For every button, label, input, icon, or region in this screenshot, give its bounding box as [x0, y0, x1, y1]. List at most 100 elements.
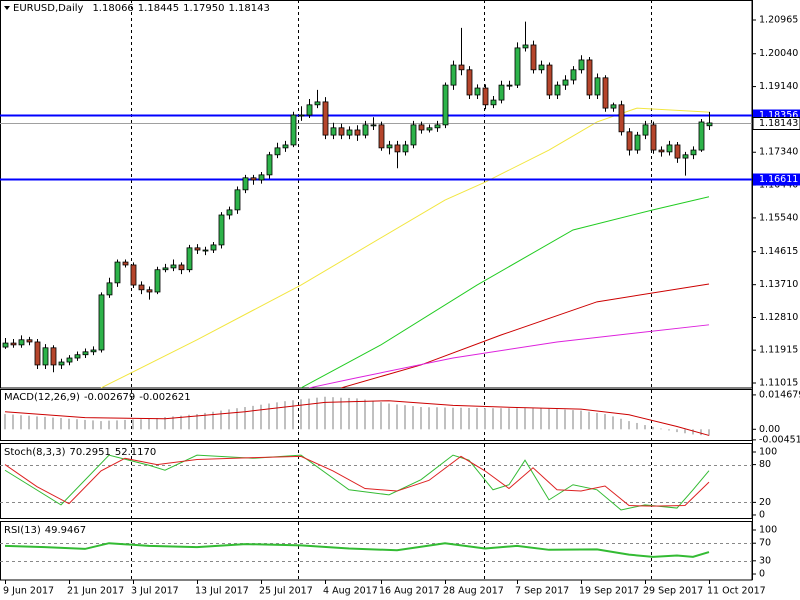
- candle-body: [418, 124, 425, 131]
- candle-body: [330, 127, 337, 136]
- candle-body: [242, 177, 249, 191]
- macd-bar: [60, 418, 62, 430]
- macd-bar: [644, 425, 646, 430]
- candle-body: [426, 127, 433, 131]
- candle-body: [650, 124, 657, 151]
- macd-bar: [700, 429, 702, 436]
- candle-body: [690, 149, 697, 156]
- macd-bar: [676, 429, 678, 433]
- macd-bar: [548, 408, 550, 430]
- macd-bar: [204, 412, 206, 430]
- indicator-value: -0.002621: [139, 392, 190, 403]
- indicator-value: 1.18066: [92, 3, 133, 14]
- x-tick-label: 3 Jul 2017: [131, 586, 179, 597]
- macd-bar: [116, 420, 118, 430]
- candle-body: [442, 84, 449, 126]
- indicator-value: 1.18445: [138, 3, 179, 14]
- candle-body: [138, 284, 145, 291]
- candle-body: [226, 209, 233, 216]
- indicator-line: [4, 454, 710, 511]
- x-tick-label: 7 Sep 2017: [515, 586, 569, 597]
- macd-bar: [244, 407, 246, 430]
- y-tick-label: -0.004516: [759, 434, 800, 445]
- candle-body: [634, 134, 641, 151]
- candle-body: [706, 122, 713, 127]
- candle-body: [642, 124, 649, 136]
- y-tick-label: 1.15540: [759, 212, 798, 223]
- candle-body: [290, 114, 297, 146]
- macd-bar: [372, 400, 374, 430]
- candle-body: [50, 347, 57, 366]
- candle-body: [458, 64, 465, 71]
- candle-body: [130, 264, 137, 286]
- macd-bar: [84, 419, 86, 430]
- indicator-value: -0.002679: [84, 392, 135, 403]
- macd-bar: [532, 408, 534, 430]
- macd-bar: [44, 416, 46, 430]
- candle-body: [258, 174, 265, 181]
- x-tick-label: 11 Oct 2017: [707, 586, 766, 597]
- macd-bar: [188, 414, 190, 430]
- macd-bar: [284, 401, 286, 430]
- y-tick-label: 20: [759, 497, 771, 508]
- candle-body: [610, 104, 617, 109]
- indicator-line: [300, 196, 710, 388]
- candle-body: [266, 154, 273, 176]
- candle-body: [562, 79, 569, 86]
- macd-bar: [356, 398, 358, 430]
- y-tick-label: 30: [759, 555, 771, 566]
- candle-body: [82, 351, 89, 356]
- candle-body: [354, 129, 361, 136]
- candle-body: [434, 124, 441, 129]
- macd-bar: [316, 397, 318, 430]
- macd-bar: [692, 429, 694, 435]
- candle-body: [514, 47, 521, 86]
- candle-body: [450, 64, 457, 86]
- y-tick-label: 1.11015: [759, 378, 798, 389]
- x-tick-label: 25 Jul 2017: [259, 586, 313, 597]
- candle-body: [410, 124, 417, 146]
- candle-body: [378, 124, 385, 149]
- macd-bar: [604, 414, 606, 430]
- macd-bar: [364, 399, 366, 430]
- x-tick-label: 28 Aug 2017: [443, 586, 504, 597]
- x-tick-label: 9 Jun 2017: [3, 586, 54, 597]
- candle-body: [210, 244, 217, 251]
- y-tick-label: 70: [759, 538, 771, 549]
- x-tick-label: 29 Sep 2017: [643, 586, 703, 597]
- macd-bar: [436, 407, 438, 430]
- y-tick-label: 100: [759, 446, 777, 457]
- macd-bar: [668, 429, 670, 431]
- candle-body: [586, 59, 593, 96]
- macd-bar: [620, 418, 622, 430]
- candle-body: [58, 361, 65, 366]
- macd-bar: [652, 426, 654, 430]
- candle-body: [698, 121, 705, 151]
- macd-bar: [76, 419, 78, 430]
- macd-bar: [628, 421, 630, 430]
- candle-body: [306, 104, 313, 116]
- macd-bar: [236, 408, 238, 430]
- y-tick-label: 1.19140: [759, 81, 798, 92]
- candle-body: [26, 339, 33, 343]
- macd-bar: [708, 429, 710, 436]
- macd-bar: [332, 397, 334, 430]
- y-tick-label: 1.12810: [759, 312, 798, 323]
- macd-bar: [100, 421, 102, 430]
- candle-body: [202, 249, 209, 252]
- macd-bar: [428, 407, 430, 430]
- macd-bar: [412, 406, 414, 430]
- candle-body: [594, 77, 601, 96]
- candle-body: [498, 84, 505, 101]
- macd-bar: [492, 408, 494, 430]
- macd-bar: [340, 397, 342, 430]
- candle-body: [682, 154, 689, 159]
- candle-body: [114, 261, 121, 284]
- macd-bar: [156, 418, 158, 430]
- candle-body: [362, 124, 369, 136]
- macd-bar: [588, 411, 590, 430]
- macd-bar: [308, 398, 310, 430]
- macd-bar: [212, 411, 214, 430]
- macd-bar: [228, 409, 230, 430]
